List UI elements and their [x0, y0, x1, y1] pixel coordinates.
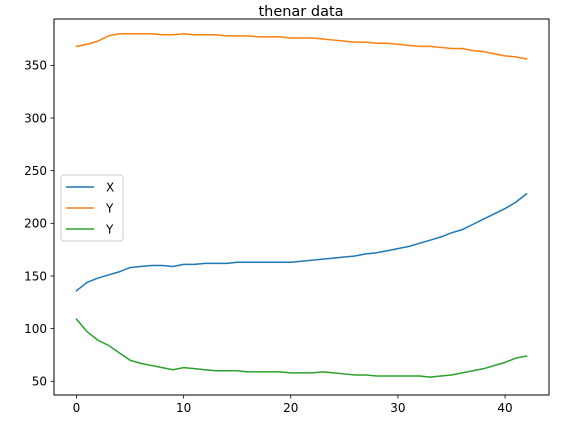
legend-label-0: X [106, 180, 114, 194]
x-tick-label: 30 [390, 401, 405, 415]
series-line-2 [75, 318, 528, 378]
y-tick-label: 100 [24, 322, 47, 336]
y-tick-label: 300 [24, 111, 47, 125]
x-tick-label: 20 [283, 401, 298, 415]
series-line-0 [75, 192, 528, 292]
y-tick-label: 350 [24, 59, 47, 73]
chart-title: thenar data [258, 4, 343, 20]
x-axis: 0 10 20 30 40 [73, 395, 513, 415]
axes-frame [53, 18, 550, 396]
x-tick-label: 10 [176, 401, 191, 415]
y-tick-label: 150 [24, 269, 47, 283]
plot-area [75, 33, 528, 378]
legend: XYY [60, 174, 124, 242]
y-tick-label: 50 [32, 375, 47, 389]
x-tick-label: 0 [73, 401, 81, 415]
x-tick-label: 40 [497, 401, 512, 415]
y-axis: 50 100 150 200 250 300 350 [24, 59, 54, 389]
legend-label-1: Y [105, 201, 114, 215]
y-tick-label: 200 [24, 217, 47, 231]
legend-label-2: Y [105, 222, 114, 236]
y-tick-label: 250 [24, 164, 47, 178]
series-line-1 [75, 33, 528, 60]
